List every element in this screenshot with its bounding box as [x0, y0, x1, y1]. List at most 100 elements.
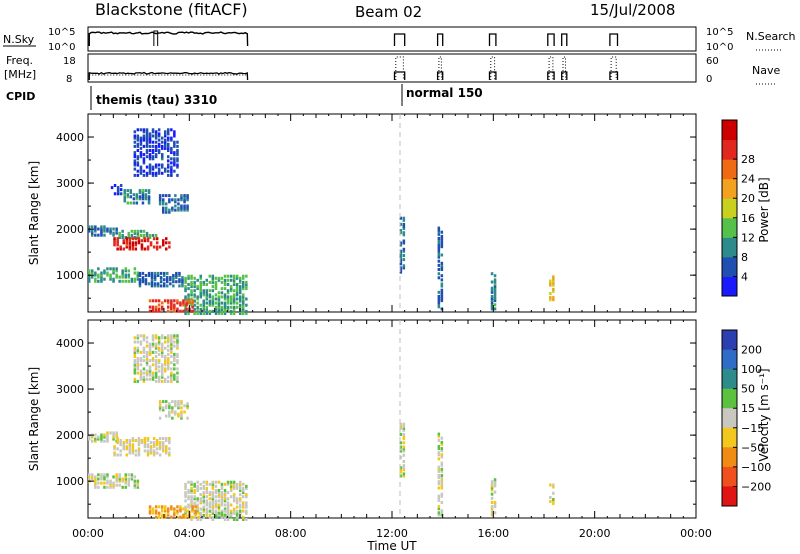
data-region — [490, 478, 497, 517]
data-cell — [159, 278, 163, 282]
data-cell — [122, 239, 125, 243]
data-cell — [223, 295, 227, 299]
data-cell — [150, 271, 154, 275]
data-cell — [440, 261, 444, 265]
data-cell — [145, 336, 149, 340]
data-cell — [154, 299, 158, 303]
data-cell — [552, 289, 555, 293]
data-cell — [145, 165, 149, 169]
data-cell — [235, 274, 239, 278]
data-cell — [154, 359, 158, 363]
data-cell — [136, 483, 140, 487]
data-cell — [399, 249, 403, 253]
data-cell — [139, 357, 143, 361]
data-cell — [148, 509, 152, 513]
data-cell — [223, 518, 227, 521]
data-cell — [88, 277, 91, 281]
data-cell — [94, 477, 97, 481]
freq-trace — [88, 56, 619, 81]
data-cell — [217, 299, 221, 303]
data-cell — [148, 352, 152, 356]
power-heatmap — [88, 128, 555, 315]
data-cell — [155, 237, 159, 241]
data-cell — [162, 239, 165, 243]
data-cell — [440, 453, 444, 457]
data-cell — [168, 414, 171, 418]
data-cell — [144, 195, 148, 199]
data-cell — [176, 340, 179, 344]
nave-label: Nave — [752, 64, 780, 77]
data-cell — [154, 144, 158, 148]
data-cell — [186, 404, 189, 408]
data-cell — [150, 274, 154, 277]
data-cell — [161, 373, 164, 377]
data-cell — [167, 513, 170, 517]
data-cell — [91, 475, 94, 479]
data-cell — [136, 144, 140, 148]
data-cell — [184, 312, 187, 315]
data-cell — [193, 276, 196, 280]
data-cell — [100, 275, 103, 279]
data-cell — [124, 479, 127, 483]
data-cell — [154, 234, 158, 237]
data-cell — [139, 138, 143, 142]
data-cell — [440, 494, 444, 498]
data-cell — [131, 443, 135, 447]
data-cell — [173, 144, 176, 148]
data-cell — [139, 128, 143, 132]
colorbar-swatch — [722, 486, 737, 507]
data-cell — [202, 289, 205, 293]
data-cell — [440, 278, 444, 282]
data-cell — [399, 266, 403, 270]
data-cell — [100, 433, 103, 437]
data-cell — [402, 222, 406, 226]
data-cell — [149, 441, 153, 445]
data-cell — [94, 273, 97, 277]
data-cell — [88, 279, 91, 283]
data-cell — [151, 377, 155, 381]
data-cell — [100, 231, 103, 235]
data-cell — [157, 515, 161, 519]
data-cell — [226, 289, 230, 293]
data-cell — [94, 479, 97, 483]
data-cell — [490, 299, 494, 303]
data-cell — [178, 280, 181, 284]
data-cell — [151, 359, 155, 363]
data-cell — [146, 443, 150, 447]
data-cell — [437, 453, 441, 457]
data-cell — [202, 312, 205, 315]
data-cell — [217, 309, 221, 313]
data-cell — [165, 241, 168, 245]
data-cell — [119, 188, 123, 192]
data-cell — [158, 400, 162, 404]
data-cell — [156, 282, 160, 286]
data-cell — [208, 312, 212, 315]
data-cell — [176, 151, 179, 155]
data-cell — [128, 239, 131, 243]
data-cell — [182, 299, 185, 303]
data-cell — [127, 269, 130, 273]
data-cell — [142, 367, 146, 371]
data-cell — [132, 197, 136, 201]
data-cell — [157, 513, 161, 517]
data-cell — [119, 443, 122, 447]
data-cell — [226, 480, 230, 484]
data-cell — [155, 451, 159, 455]
data-cell — [190, 297, 193, 301]
data-cell — [126, 201, 129, 205]
data-cell — [136, 359, 140, 363]
data-cell — [490, 303, 494, 307]
data-cell — [440, 440, 444, 444]
data-cell — [164, 346, 167, 350]
data-cell — [113, 239, 116, 243]
data-cell — [170, 348, 173, 352]
data-cell — [181, 276, 184, 280]
data-cell — [91, 435, 94, 439]
data-cell — [184, 486, 187, 490]
data-cell — [187, 295, 190, 299]
data-cell — [139, 136, 143, 140]
data-cell — [229, 305, 233, 309]
data-cell — [170, 367, 173, 371]
data-cell — [103, 433, 106, 437]
data-cell — [124, 275, 127, 279]
